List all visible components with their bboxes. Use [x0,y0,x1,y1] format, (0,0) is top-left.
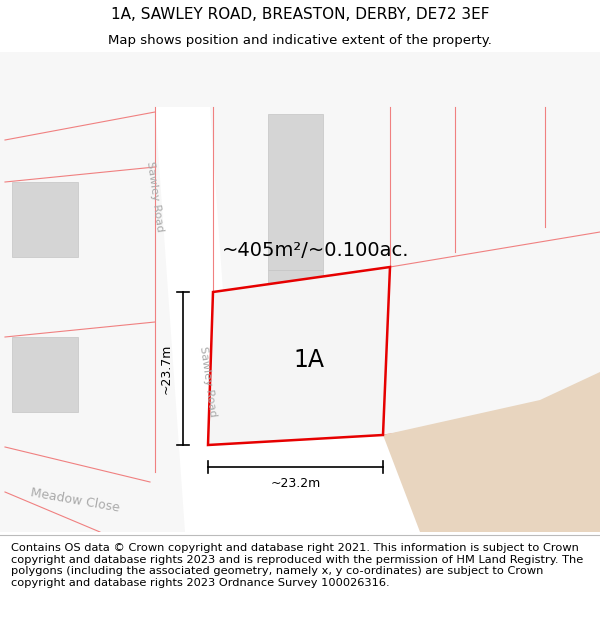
Text: Map shows position and indicative extent of the property.: Map shows position and indicative extent… [108,34,492,47]
Text: ~405m²/~0.100ac.: ~405m²/~0.100ac. [222,241,409,259]
Polygon shape [268,270,323,427]
Text: ~23.7m: ~23.7m [160,343,173,394]
Polygon shape [208,267,390,445]
Text: 1A: 1A [293,348,324,372]
Polygon shape [185,435,420,532]
Polygon shape [540,372,600,532]
Polygon shape [155,107,240,532]
Polygon shape [12,182,78,257]
Text: 1A, SAWLEY ROAD, BREASTON, DERBY, DE72 3EF: 1A, SAWLEY ROAD, BREASTON, DERBY, DE72 3… [111,7,489,22]
Polygon shape [208,435,420,532]
Polygon shape [383,400,600,532]
Polygon shape [268,114,323,270]
Text: Sawley Road: Sawley Road [145,161,165,233]
Text: Contains OS data © Crown copyright and database right 2021. This information is : Contains OS data © Crown copyright and d… [11,543,583,588]
Text: Meadow Close: Meadow Close [29,486,121,514]
Polygon shape [12,337,78,412]
Text: ~23.2m: ~23.2m [271,477,320,490]
Text: Sawley Road: Sawley Road [198,346,218,418]
